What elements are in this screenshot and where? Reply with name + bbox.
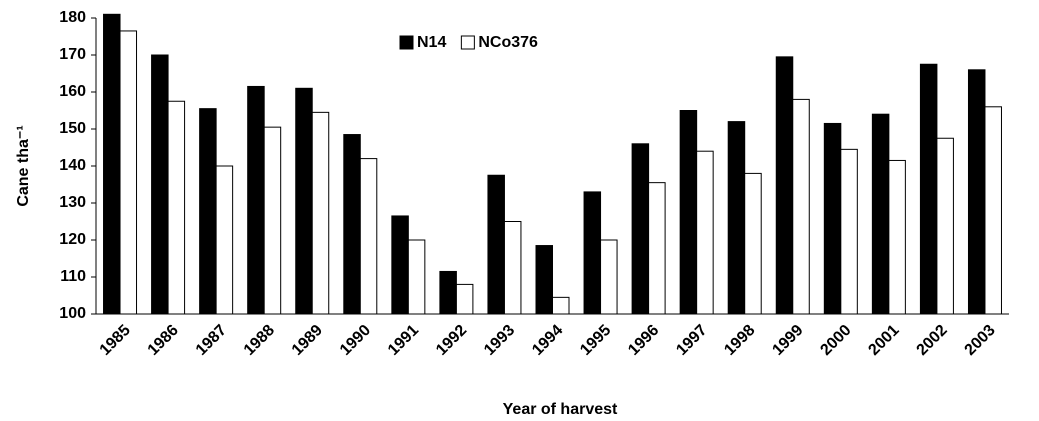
- x-tick-label: 1988: [241, 322, 278, 359]
- bar: [439, 270, 457, 315]
- bar: [167, 100, 186, 315]
- x-tick-label: 1986: [145, 322, 182, 359]
- y-tick-label: 120: [59, 231, 86, 248]
- bar: [455, 283, 474, 315]
- x-tick-label: 2000: [817, 322, 854, 359]
- bar: [583, 191, 602, 315]
- x-tick-label: 2003: [962, 322, 999, 359]
- bar: [263, 126, 282, 315]
- x-tick-label: 1998: [721, 322, 758, 359]
- bar: [984, 106, 1002, 315]
- bar: [727, 121, 746, 315]
- bar: [648, 182, 666, 315]
- legend-swatch: [399, 35, 414, 50]
- bar: [151, 54, 169, 315]
- bar: [936, 137, 954, 315]
- legend-label: NCo376: [478, 34, 538, 51]
- bar: [103, 13, 121, 315]
- bar: [119, 30, 138, 315]
- bar: [600, 239, 618, 315]
- x-tick-label: 1993: [481, 322, 518, 359]
- bar: [391, 215, 409, 315]
- x-tick-label: 1995: [577, 322, 614, 359]
- x-tick-label: 2002: [914, 322, 951, 359]
- legend-swatch: [460, 35, 475, 50]
- x-axis-title: Year of harvest: [503, 401, 618, 418]
- x-tick-label: 1994: [529, 322, 566, 359]
- x-tick-label: 1992: [433, 322, 470, 359]
- bar: [199, 108, 217, 315]
- x-tick-label: 2001: [865, 322, 902, 359]
- bar: [744, 172, 762, 315]
- x-tick-label: 1987: [193, 322, 230, 359]
- bar: [503, 221, 522, 315]
- x-tick-label: 1989: [289, 322, 326, 359]
- y-tick-label: 180: [59, 9, 86, 26]
- y-tick-label: 150: [59, 120, 86, 137]
- bar: [840, 148, 858, 315]
- bar: [247, 85, 265, 315]
- x-tick-label: 1985: [97, 322, 134, 359]
- bar: [343, 134, 361, 315]
- bar: [775, 56, 794, 315]
- x-tick-label: 1996: [625, 322, 662, 359]
- x-tick-label: 1990: [337, 322, 374, 359]
- bar: [792, 98, 810, 315]
- bar: [871, 113, 890, 315]
- x-tick-label: 1999: [769, 322, 806, 359]
- y-tick-label: 110: [60, 268, 86, 285]
- bar: [215, 165, 234, 315]
- legend-label: N14: [417, 34, 446, 51]
- bar: [487, 174, 505, 315]
- x-tick-label: 1997: [673, 322, 710, 359]
- bar: [919, 63, 938, 315]
- y-axis-title: Cane tha⁻¹: [15, 125, 32, 206]
- bar: [696, 150, 714, 315]
- bar: [535, 245, 553, 315]
- bar: [888, 159, 906, 315]
- y-tick-label: 160: [59, 83, 86, 100]
- bar: [552, 296, 570, 315]
- bar: [311, 111, 330, 315]
- bar: [295, 87, 313, 315]
- y-tick-label: 140: [59, 157, 86, 174]
- bar: [631, 143, 650, 315]
- bar: [679, 110, 698, 315]
- bar: [407, 239, 426, 315]
- bar: [823, 122, 842, 315]
- x-tick-label: 1991: [385, 322, 422, 359]
- y-tick-label: 170: [59, 46, 86, 63]
- y-tick-label: 130: [59, 194, 86, 211]
- y-tick-label: 100: [59, 305, 86, 322]
- bar: [359, 158, 378, 315]
- bar: [967, 69, 986, 315]
